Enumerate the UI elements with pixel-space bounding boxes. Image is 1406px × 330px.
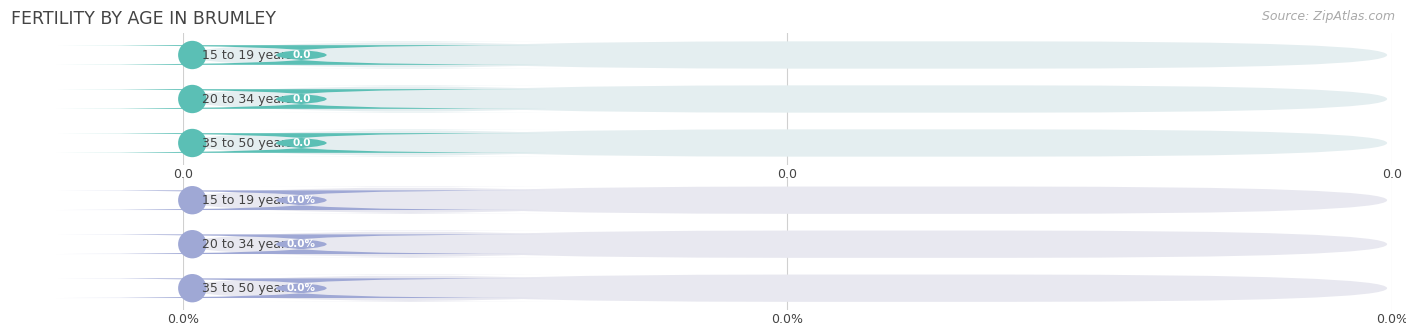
Ellipse shape <box>179 41 207 69</box>
FancyBboxPatch shape <box>186 85 636 113</box>
Text: 0.0: 0.0 <box>292 50 311 60</box>
FancyBboxPatch shape <box>186 41 636 69</box>
Text: 20 to 34 years: 20 to 34 years <box>202 92 292 106</box>
FancyBboxPatch shape <box>56 89 546 109</box>
Text: 35 to 50 years: 35 to 50 years <box>202 137 292 149</box>
FancyBboxPatch shape <box>411 129 1388 157</box>
Text: 0.0%: 0.0% <box>287 195 316 205</box>
Ellipse shape <box>179 85 207 113</box>
FancyBboxPatch shape <box>186 275 636 302</box>
FancyBboxPatch shape <box>56 279 546 298</box>
FancyBboxPatch shape <box>411 186 1388 214</box>
Text: 0.0%: 0.0% <box>287 283 316 293</box>
FancyBboxPatch shape <box>411 275 1388 302</box>
FancyBboxPatch shape <box>186 186 636 214</box>
Text: Source: ZipAtlas.com: Source: ZipAtlas.com <box>1261 10 1395 23</box>
Text: 0.0%: 0.0% <box>287 239 316 249</box>
Text: 0.0: 0.0 <box>292 94 311 104</box>
Text: 15 to 19 years: 15 to 19 years <box>202 194 292 207</box>
Ellipse shape <box>179 129 207 157</box>
FancyBboxPatch shape <box>56 133 546 153</box>
FancyBboxPatch shape <box>411 41 1388 69</box>
Ellipse shape <box>179 230 207 258</box>
Text: FERTILITY BY AGE IN BRUMLEY: FERTILITY BY AGE IN BRUMLEY <box>11 10 276 28</box>
FancyBboxPatch shape <box>411 231 1388 258</box>
Text: 35 to 50 years: 35 to 50 years <box>202 282 292 295</box>
FancyBboxPatch shape <box>411 85 1388 113</box>
Text: 20 to 34 years: 20 to 34 years <box>202 238 292 251</box>
FancyBboxPatch shape <box>186 231 636 258</box>
Ellipse shape <box>179 274 207 302</box>
FancyBboxPatch shape <box>56 45 546 65</box>
FancyBboxPatch shape <box>56 190 546 210</box>
Ellipse shape <box>179 186 207 214</box>
FancyBboxPatch shape <box>56 234 546 254</box>
Text: 0.0: 0.0 <box>292 138 311 148</box>
Text: 15 to 19 years: 15 to 19 years <box>202 49 292 61</box>
FancyBboxPatch shape <box>186 129 636 157</box>
